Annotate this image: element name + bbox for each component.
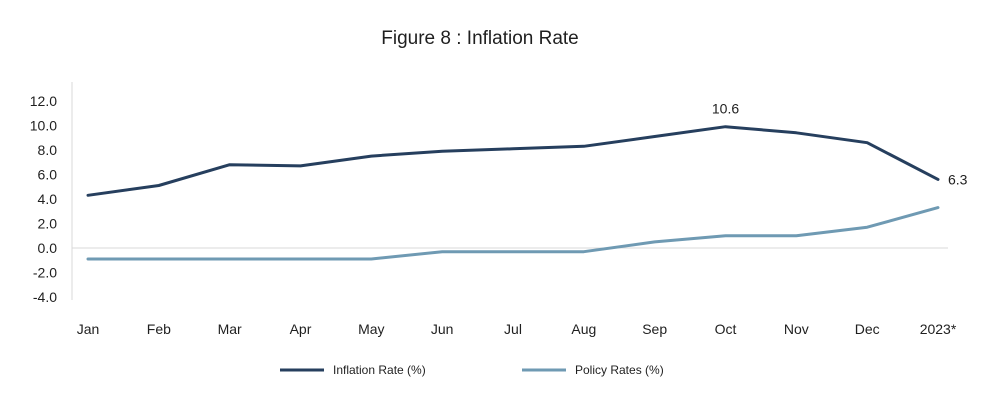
chart-title: Figure 8 : Inflation Rate	[381, 28, 579, 49]
x-tick-label: Jun	[431, 321, 454, 337]
x-tick-label: Mar	[218, 321, 242, 337]
x-tick-label: May	[358, 321, 384, 337]
y-tick-label: -4.0	[33, 289, 57, 305]
legend-label: Inflation Rate (%)	[333, 363, 426, 377]
series-line-inflation-rate	[86, 125, 940, 197]
x-tick-label: Jul	[504, 321, 522, 337]
y-tick-label: 2.0	[38, 216, 58, 232]
x-tick-label: Apr	[290, 321, 312, 337]
x-tick-label: Jan	[77, 321, 100, 337]
y-tick-label: 8.0	[38, 142, 58, 158]
y-tick-label: 6.0	[38, 167, 58, 183]
x-tick-label: 2023*	[920, 321, 957, 337]
y-tick-label: 10.0	[30, 118, 57, 134]
y-tick-label: 4.0	[38, 191, 58, 207]
y-tick-label: 12.0	[30, 93, 57, 109]
legend-label: Policy Rates (%)	[575, 363, 664, 377]
x-tick-label: Dec	[855, 321, 880, 337]
y-tick-label: -2.0	[33, 265, 57, 281]
x-tick-label: Sep	[642, 321, 667, 337]
y-tick-label: 0.0	[38, 240, 58, 256]
x-tick-label: Oct	[715, 321, 737, 337]
series-line-policy-rates	[86, 206, 940, 261]
x-tick-label: Feb	[147, 321, 171, 337]
x-tick-label: Nov	[784, 321, 809, 337]
x-tick-label: Aug	[571, 321, 596, 337]
data-label: 10.6	[712, 101, 739, 117]
data-label: 6.3	[948, 171, 968, 187]
